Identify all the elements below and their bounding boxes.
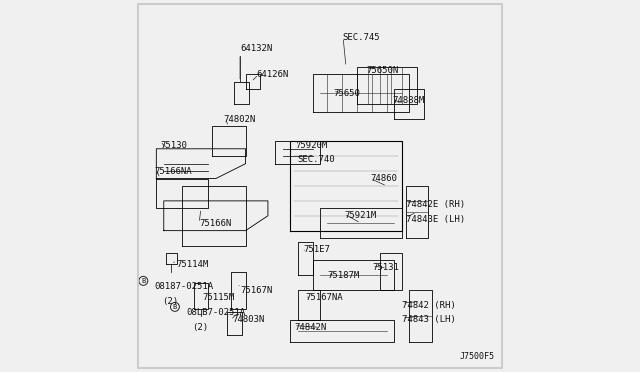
Text: 74842N: 74842N [294,323,326,332]
Text: 75920M: 75920M [296,141,328,150]
Text: 74803N: 74803N [232,315,265,324]
Text: B: B [141,278,145,284]
Text: 74842 (RH): 74842 (RH) [402,301,456,310]
Text: 74843 (LH): 74843 (LH) [402,315,456,324]
Text: 64132N: 64132N [240,44,272,53]
Text: B: B [173,304,177,310]
Text: (2): (2) [191,323,208,332]
Text: SEC.745: SEC.745 [342,33,380,42]
Text: 74843E (LH): 74843E (LH) [406,215,465,224]
Text: 08187-0251A: 08187-0251A [154,282,214,291]
Text: 08LB7-0251A: 08LB7-0251A [186,308,245,317]
Text: 75167NA: 75167NA [305,293,343,302]
Text: SEC.740: SEC.740 [298,155,335,164]
Text: 75115M: 75115M [203,293,235,302]
Text: 74802N: 74802N [223,115,255,124]
Text: (2): (2) [162,297,178,306]
Text: 75650: 75650 [333,89,360,97]
Text: 74860: 74860 [370,174,397,183]
Text: 75130: 75130 [160,141,187,150]
Text: 75167N: 75167N [240,286,272,295]
Text: 751E7: 751E7 [303,245,330,254]
Text: 74842E (RH): 74842E (RH) [406,200,465,209]
Text: 75166N: 75166N [199,219,231,228]
Text: 75187M: 75187M [328,271,360,280]
Text: 75114M: 75114M [177,260,209,269]
Text: J7500F5: J7500F5 [460,352,495,361]
Text: 75650N: 75650N [367,66,399,75]
Text: 75131: 75131 [372,263,399,272]
Text: 64126N: 64126N [257,70,289,79]
Text: 75921M: 75921M [344,211,376,220]
Text: 75166NA: 75166NA [154,167,192,176]
Text: 74888M: 74888M [392,96,425,105]
